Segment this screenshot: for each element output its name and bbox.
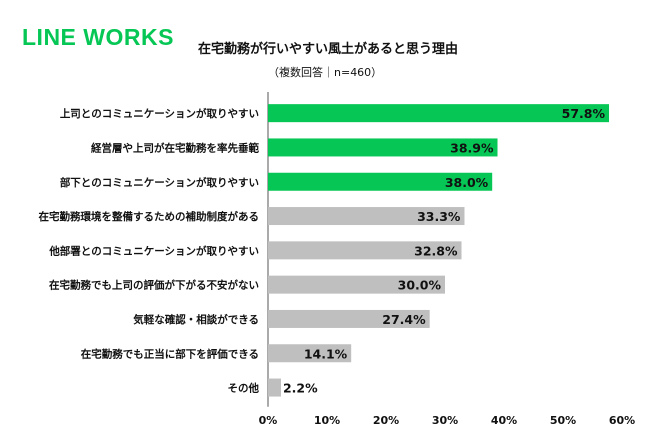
line-works-logo: LINE WORKS (22, 24, 174, 50)
bar (268, 309, 430, 328)
value-label: 30.0% (398, 278, 442, 293)
x-tick-label: 10% (314, 414, 340, 427)
value-label: 27.4% (382, 312, 426, 327)
x-tick-label: 20% (373, 414, 399, 427)
category-label: 在宅勤務でも上司の評価が下がる不安がない (49, 279, 259, 292)
bar (268, 378, 281, 397)
bar (268, 275, 445, 294)
bar (268, 344, 352, 363)
x-tick-label: 50% (550, 414, 576, 427)
bar (268, 138, 498, 157)
category-label: 気軽な確認・相談ができる (132, 313, 259, 326)
category-label: 部下とのコミュニケーションが取りやすい (60, 176, 259, 189)
chart-subtitle: （複数回答｜n=460） (268, 66, 383, 79)
value-label: 57.8% (562, 106, 606, 121)
value-label: 33.3% (417, 209, 461, 224)
x-tick-label: 0% (259, 414, 278, 427)
category-label: 経営層や上司が在宅勤務を率先垂範 (91, 141, 259, 154)
category-label: 上司とのコミュニケーションが取りやすい (60, 107, 259, 120)
bar (268, 172, 493, 191)
category-label: 在宅勤務環境を整備するための補助制度がある (39, 210, 260, 223)
chart-title: 在宅勤務が行いやすい風土があると思う理由 (198, 42, 459, 57)
category-label: 在宅勤務でも正当に部下を評価できる (81, 347, 259, 360)
value-label: 38.0% (445, 175, 489, 190)
value-label: 32.8% (414, 243, 458, 258)
bar (268, 241, 462, 260)
bar (268, 207, 465, 226)
value-label: 38.9% (450, 140, 494, 155)
x-tick-label: 60% (609, 414, 635, 427)
value-label: 2.2% (283, 381, 318, 396)
x-tick-label: 30% (432, 414, 458, 427)
x-tick-label: 40% (491, 414, 517, 427)
value-label: 14.1% (304, 346, 348, 361)
category-label: 他部署とのコミュニケーションが取りやすい (48, 244, 259, 257)
bar (268, 104, 610, 123)
category-label: その他 (228, 382, 260, 395)
